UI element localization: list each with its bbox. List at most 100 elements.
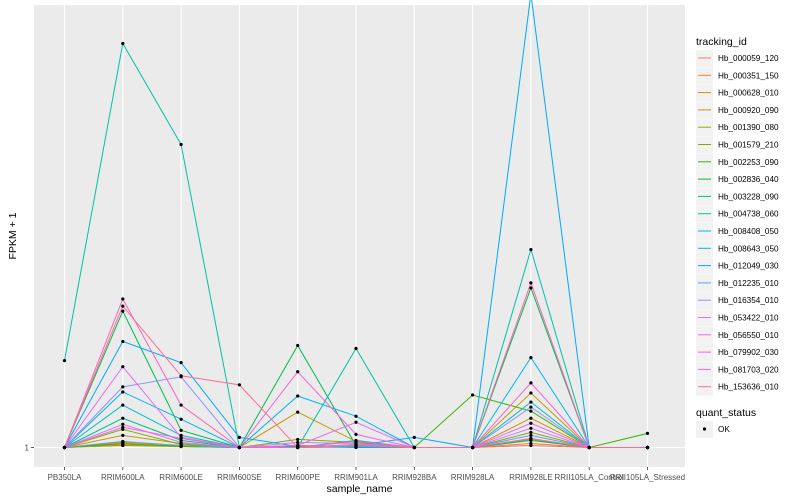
data-point <box>645 445 650 450</box>
data-point <box>296 394 300 398</box>
x-tick-label: RRIM600LA <box>101 473 145 482</box>
shape-legend-label: OK <box>718 425 730 434</box>
data-point <box>529 281 533 285</box>
data-point <box>587 445 591 450</box>
data-point <box>529 416 533 420</box>
data-point <box>354 439 358 444</box>
legend-label: Hb_001579_210 <box>718 141 779 150</box>
legend-label: Hb_000351_150 <box>718 71 779 80</box>
data-point <box>179 428 183 432</box>
data-point <box>529 247 533 252</box>
data-point <box>529 381 533 385</box>
data-point <box>237 383 241 387</box>
data-points <box>62 41 650 450</box>
data-point <box>121 339 125 344</box>
data-point <box>529 441 533 446</box>
data-point <box>121 309 125 313</box>
data-point <box>529 400 533 404</box>
data-point <box>296 343 300 348</box>
data-point <box>529 286 533 290</box>
data-point <box>529 433 533 437</box>
data-point <box>354 346 358 351</box>
data-point <box>179 436 183 441</box>
x-tick-label: RRII105LA_Stressed <box>610 473 685 482</box>
y-tick-label: 1 <box>25 444 30 453</box>
grid-lines <box>34 5 685 467</box>
x-tick-label: RRIM600LE <box>159 473 203 482</box>
color-legend-items: Hb_000059_120 Hb_000351_150 Hb_000628_010 H… <box>696 50 779 396</box>
data-point <box>179 443 183 448</box>
x-tick-label: RRIM901LA <box>334 473 378 482</box>
x-axis-ticks: PB350LA RRIM600LA RRIM600LE RRIM600SE RRIM60… <box>48 467 685 482</box>
shape-legend-point <box>702 427 707 431</box>
legend-label: Hb_002836_040 <box>718 175 779 184</box>
data-point <box>179 417 183 421</box>
y-axis-title: FPKM + 1 <box>7 212 19 259</box>
data-point <box>121 416 125 420</box>
data-point <box>471 393 475 397</box>
data-point <box>354 432 358 436</box>
data-point <box>296 445 300 450</box>
legend-label: Hb_016354_010 <box>718 296 779 305</box>
data-point <box>237 435 241 439</box>
legend-label: Hb_053422_010 <box>718 314 779 323</box>
x-tick-label: PB350LA <box>48 473 82 482</box>
data-point <box>529 430 533 434</box>
data-point <box>296 410 300 414</box>
data-point <box>412 435 416 439</box>
data-point <box>529 436 533 441</box>
data-point <box>121 439 125 444</box>
y-axis-ticks: 1 <box>25 444 34 453</box>
legend: tracking_id Hb_000059_120Hb_000351_150Hb… <box>696 36 779 438</box>
panel-background <box>34 5 685 467</box>
data-point <box>62 445 67 450</box>
data-point <box>645 431 650 435</box>
x-tick-label: RRIM600SE <box>217 473 261 482</box>
x-tick-label: RRIM928LA <box>451 473 495 482</box>
data-point <box>354 414 358 418</box>
data-point <box>121 41 125 46</box>
data-point <box>529 409 533 413</box>
legend-label: Hb_081703_020 <box>718 365 779 374</box>
legend-label: Hb_153636_010 <box>718 383 779 392</box>
data-point <box>529 356 533 360</box>
data-point <box>62 359 67 363</box>
data-point <box>121 425 125 429</box>
legend-label: Hb_004738_060 <box>718 210 779 219</box>
data-point <box>529 421 533 425</box>
data-point <box>296 437 300 442</box>
data-point <box>121 385 125 389</box>
data-point <box>354 420 358 424</box>
color-legend-title: tracking_id <box>696 36 747 48</box>
data-point <box>529 391 533 395</box>
data-point <box>237 445 241 450</box>
data-point <box>296 440 300 445</box>
data-point <box>121 304 125 308</box>
legend-label: Hb_003228_090 <box>718 192 779 201</box>
data-point <box>121 297 125 301</box>
legend-label: Hb_056550_010 <box>718 331 779 340</box>
x-tick-label: RRIM928BA <box>392 473 437 482</box>
legend-label: Hb_001390_080 <box>718 123 779 132</box>
data-point <box>179 361 183 365</box>
legend-label: Hb_079902_030 <box>718 348 779 357</box>
legend-label: Hb_000628_010 <box>718 89 779 98</box>
x-tick-label: RRIM600PE <box>275 473 319 482</box>
data-point <box>529 426 533 430</box>
legend-label: Hb_000920_090 <box>718 106 779 115</box>
legend-label: Hb_000059_120 <box>718 54 779 63</box>
data-point <box>179 374 183 378</box>
data-point <box>179 142 183 147</box>
data-point <box>121 365 125 369</box>
shape-legend-title: quant_status <box>696 407 756 419</box>
legend-label: Hb_012235_010 <box>718 279 779 288</box>
x-axis-title: sample_name <box>327 483 393 495</box>
data-point <box>354 442 358 447</box>
data-point <box>121 390 125 394</box>
data-point <box>529 405 533 409</box>
data-point <box>179 403 183 407</box>
legend-label: Hb_008408_050 <box>718 227 779 236</box>
data-point <box>412 445 416 450</box>
data-point <box>121 422 125 426</box>
